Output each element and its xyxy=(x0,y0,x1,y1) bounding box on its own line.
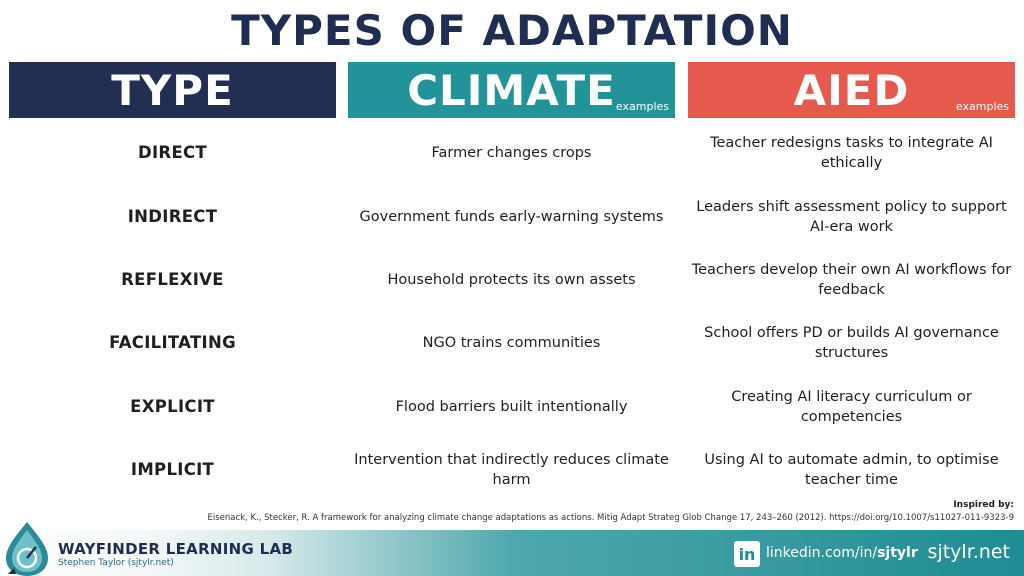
type-cell: INDIRECT xyxy=(127,207,218,226)
header-aied: AIED examples xyxy=(688,62,1015,118)
footer-bar xyxy=(0,530,1024,576)
aied-cell: School offers PD or builds AI governance… xyxy=(704,325,999,361)
brand-subtitle: Stephen Taylor (sjtylr.net) xyxy=(58,558,174,568)
type-cell: FACILITATING xyxy=(109,333,236,352)
table-row: DIRECT Farmer changes crops Teacher rede… xyxy=(0,128,1024,178)
linkedin-link[interactable]: linkedin.com/in/sjtylr xyxy=(766,545,918,561)
aied-cell: Teacher redesigns tasks to integrate AI … xyxy=(710,135,993,171)
inspired-label: Inspired by: xyxy=(953,500,1014,510)
header-aied-sub: examples xyxy=(955,100,1009,113)
linkedin-handle: sjtylr xyxy=(877,545,918,561)
header-climate-label: CLIMATE xyxy=(407,65,616,115)
aied-cell: Teachers develop their own AI workflows … xyxy=(691,262,1012,298)
climate-cell: Government funds early-warning systems xyxy=(359,209,664,225)
linkedin-icon[interactable]: in xyxy=(734,541,760,567)
climate-cell: Flood barriers built intentionally xyxy=(395,399,628,415)
header-type: TYPE xyxy=(9,62,336,118)
table-row: IMPLICIT Intervention that indirectly re… xyxy=(0,445,1024,495)
type-cell: EXPLICIT xyxy=(130,397,215,416)
table-row: EXPLICIT Flood barriers built intentiona… xyxy=(0,382,1024,432)
table-row: INDIRECT Government funds early-warning … xyxy=(0,192,1024,242)
aied-cell: Using AI to automate admin, to optimise … xyxy=(704,452,999,488)
wayfinder-logo-icon xyxy=(6,522,48,576)
type-cell: DIRECT xyxy=(138,143,207,162)
linkedin-prefix: linkedin.com/in/ xyxy=(766,545,878,561)
climate-cell: NGO trains communities xyxy=(422,335,601,351)
type-cell: REFLEXIVE xyxy=(121,270,224,289)
table-row: FACILITATING NGO trains communities Scho… xyxy=(0,318,1024,368)
header-climate: CLIMATE examples xyxy=(348,62,675,118)
header-aied-label: AIED xyxy=(793,65,910,115)
header-type-label: TYPE xyxy=(111,65,234,115)
type-cell: IMPLICIT xyxy=(130,460,215,479)
brand-name: WAYFINDER LEARNING LAB xyxy=(58,540,294,558)
climate-cell: Farmer changes crops xyxy=(431,145,592,161)
climate-cell: Household protects its own assets xyxy=(387,272,636,288)
table-row: REFLEXIVE Household protects its own ass… xyxy=(0,255,1024,305)
climate-cell: Intervention that indirectly reduces cli… xyxy=(354,452,669,488)
aied-cell: Creating AI literacy curriculum or compe… xyxy=(731,389,972,425)
aied-cell: Leaders shift assessment policy to suppo… xyxy=(696,199,1007,235)
header-climate-sub: examples xyxy=(615,100,669,113)
citation-text: Eisenack, K., Stecker, R. A framework fo… xyxy=(207,513,1014,523)
site-link[interactable]: sjtylr.net xyxy=(927,541,1010,563)
page-title: TYPES OF ADAPTATION xyxy=(231,6,793,55)
